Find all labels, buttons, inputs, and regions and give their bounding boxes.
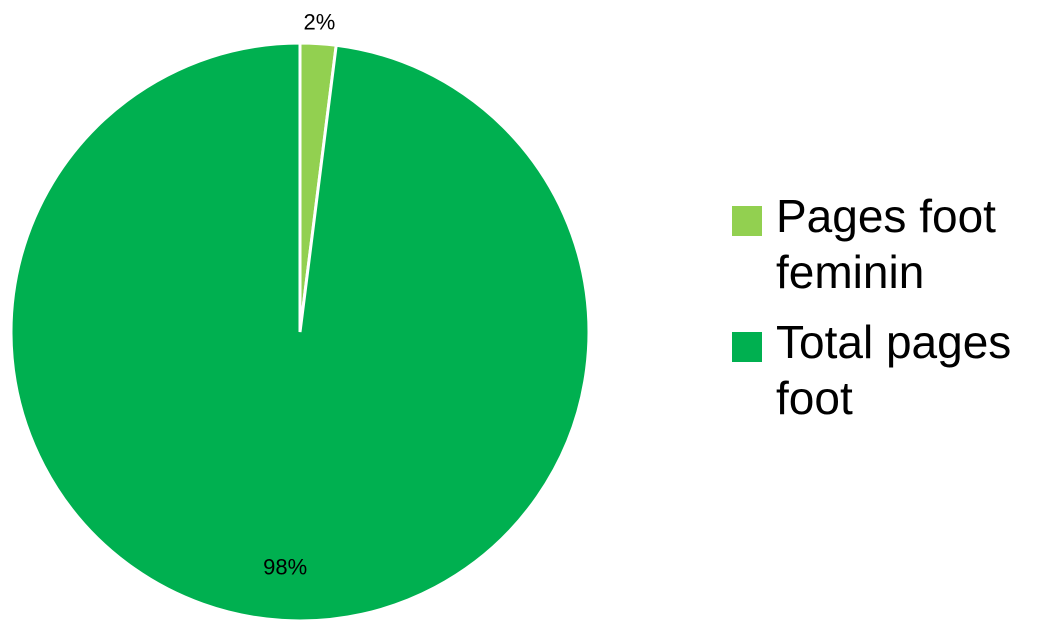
pie-data-labels: 2% 98% (263, 9, 335, 579)
legend-item-total-pages-foot: Total pages foot (732, 314, 1052, 426)
legend-label-pages-foot-feminin: Pages foot feminin (776, 190, 996, 298)
legend-swatch-pages-foot-feminin (732, 206, 762, 236)
data-label-pages-foot-feminin: 2% (304, 9, 336, 34)
pie-slice-total-pages-foot (9, 41, 591, 620)
legend-label-total-pages-foot: Total pages foot (776, 316, 1012, 424)
legend-item-pages-foot-feminin: Pages foot feminin (732, 188, 1052, 300)
data-label-total-pages-foot: 98% (263, 554, 307, 579)
legend: Pages foot feminin Total pages foot (732, 188, 1052, 440)
pie-slices (9, 41, 591, 620)
legend-swatch-total-pages-foot (732, 332, 762, 362)
